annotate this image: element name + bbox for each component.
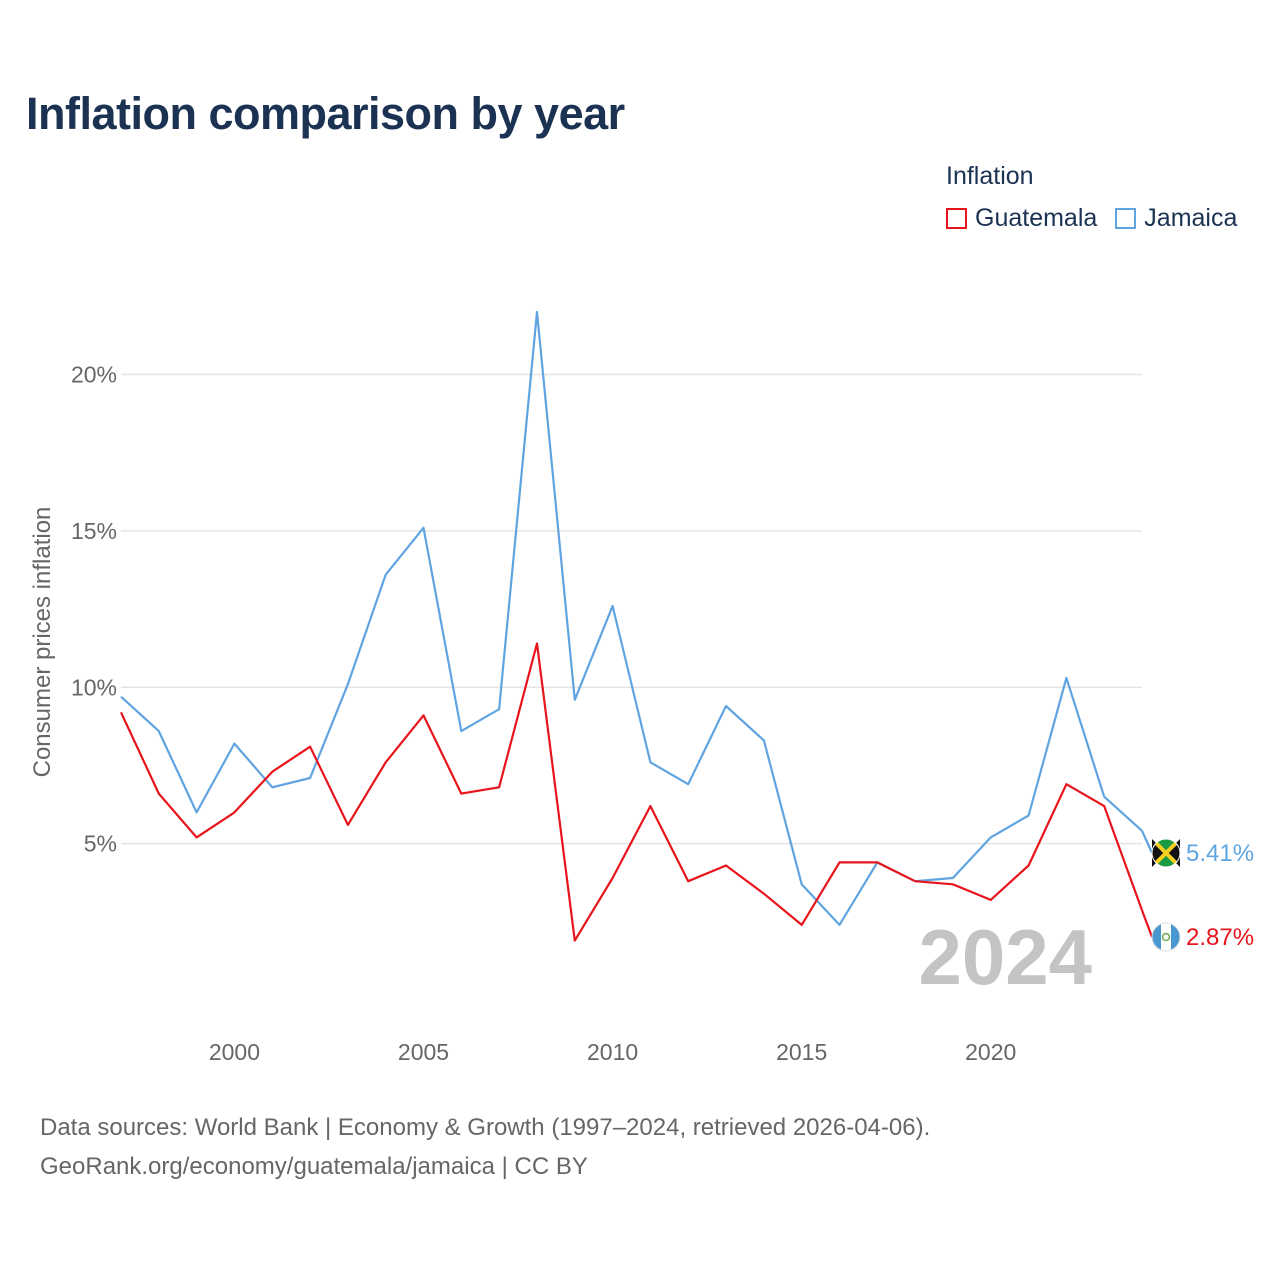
y-axis-label: Consumer prices inflation <box>29 507 56 778</box>
footer-attribution: GeoRank.org/economy/guatemala/jamaica | … <box>40 1153 588 1180</box>
year-watermark: 2024 <box>918 913 1092 1001</box>
end-value-label-guatemala: 2.87% <box>1186 924 1254 951</box>
legend-swatch-guatemala <box>946 208 967 229</box>
legend-label-guatemala: Guatemala <box>975 204 1098 232</box>
x-tick-label: 2010 <box>587 1039 638 1065</box>
chart-title: Inflation comparison by year <box>26 88 625 139</box>
series-line-guatemala <box>120 642 1144 942</box>
legend: Guatemala Jamaica <box>946 204 1237 233</box>
y-tick-label: 20% <box>71 362 117 388</box>
y-tick-label: 15% <box>71 518 117 544</box>
jamaica-flag-icon <box>1151 838 1181 868</box>
legend-title: Inflation <box>946 162 1034 190</box>
end-connector-jamaica <box>1140 830 1154 854</box>
x-tick-label: 2015 <box>776 1039 827 1065</box>
legend-swatch-jamaica <box>1115 208 1137 229</box>
x-tick-label: 2005 <box>398 1039 449 1065</box>
legend-item-guatemala[interactable]: Guatemala <box>946 204 1097 233</box>
guatemala-flag-icon <box>1151 922 1181 952</box>
end-value-label-jamaica: 5.41% <box>1186 840 1254 867</box>
x-tick-label: 2020 <box>965 1039 1016 1065</box>
y-tick-label: 10% <box>71 674 117 700</box>
grid-lines <box>121 373 1142 845</box>
y-axis-ticks: 5% 10% 15% 20% <box>71 362 117 857</box>
legend-item-jamaica[interactable]: Jamaica <box>1115 204 1237 233</box>
legend-label-jamaica: Jamaica <box>1144 204 1238 232</box>
footer: Data sources: World Bank | Economy & Gro… <box>40 1108 930 1186</box>
series-line-jamaica <box>120 310 1143 927</box>
footer-source: Data sources: World Bank | Economy & Gro… <box>40 1114 931 1141</box>
x-tick-label: 2000 <box>209 1039 260 1065</box>
y-tick-label: 5% <box>84 831 117 857</box>
series-end-markers: 2.87% 5.41% <box>1140 830 1254 952</box>
x-axis-ticks: 2000 2005 2010 2015 2020 <box>209 1039 1016 1065</box>
series-lines <box>120 310 1144 942</box>
end-connector-guatemala <box>1140 909 1154 938</box>
